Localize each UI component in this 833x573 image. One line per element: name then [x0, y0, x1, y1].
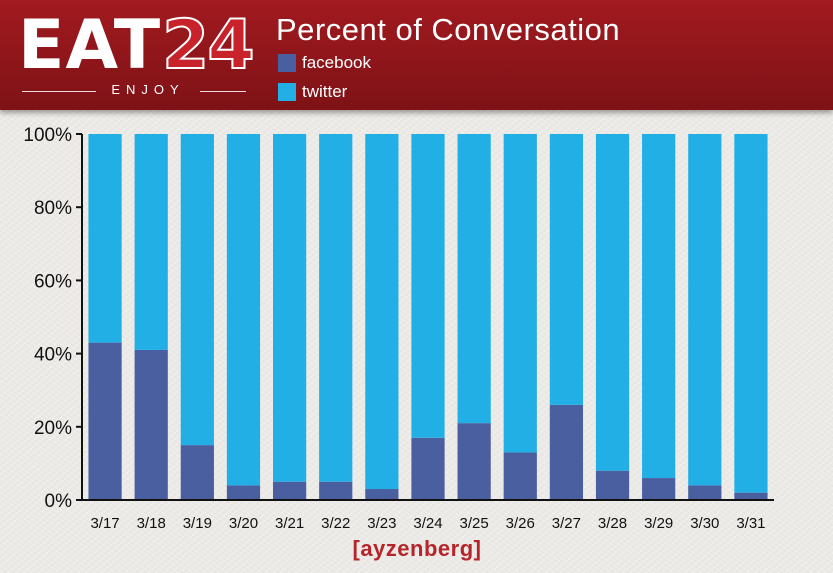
bar-facebook-4 [272, 481, 307, 500]
bar-twitter-12 [642, 134, 676, 479]
x-tick-label: 3/26 [506, 515, 535, 532]
x-tick-label: 3/18 [137, 515, 166, 532]
logo-tagline: ENJOY [111, 82, 185, 97]
stacked-bar-chart: 0% 20% 40% 60% 80% 100% 3/17 3/18 3/19 3/20 3/21 3/… [23, 125, 774, 532]
x-tick-label: 3/29 [644, 515, 673, 532]
x-tick-label: 3/30 [690, 515, 719, 532]
bar-facebook-5 [319, 481, 353, 500]
bar-facebook-3 [226, 485, 261, 500]
x-tick-label: 3/28 [598, 515, 627, 532]
y-tick-label: 40% [34, 345, 72, 366]
bar-facebook-2 [180, 445, 214, 500]
bar-twitter-8 [457, 134, 491, 424]
tagline-rule-left [22, 91, 96, 92]
y-tick-label: 0% [45, 491, 73, 512]
bar-facebook-10 [549, 404, 584, 500]
bar-twitter-13 [688, 134, 722, 486]
bar-facebook-9 [503, 452, 537, 500]
bar-twitter-14 [734, 134, 768, 493]
chart-title: Percent of Conversation [276, 12, 621, 47]
y-tick-label: 20% [34, 418, 72, 439]
bar-twitter-0 [88, 134, 122, 343]
x-tick-label: 3/25 [460, 515, 489, 532]
bar-facebook-8 [457, 423, 491, 500]
legend-swatch-facebook [278, 54, 296, 72]
bar-twitter-10 [549, 134, 584, 405]
x-tick-label: 3/22 [321, 515, 350, 532]
x-tick-label: 3/21 [275, 515, 304, 532]
tagline-rule-right [200, 91, 246, 92]
legend-swatch-twitter [278, 83, 296, 101]
bar-twitter-6 [365, 134, 399, 490]
x-tick-label: 3/23 [367, 515, 396, 532]
bar-facebook-7 [411, 437, 445, 500]
x-tick-label: 3/19 [183, 515, 212, 532]
bar-facebook-6 [365, 489, 399, 500]
bar-twitter-9 [503, 134, 537, 453]
bar-twitter-2 [180, 134, 214, 446]
bar-facebook-11 [595, 470, 630, 500]
bar-facebook-13 [688, 485, 722, 500]
bar-facebook-1 [134, 349, 168, 500]
bar-twitter-3 [226, 134, 261, 486]
header-banner: EAT 24 ENJOY Percent of Conversation fac… [0, 0, 833, 110]
bar-twitter-5 [319, 134, 353, 482]
bar-twitter-1 [134, 134, 168, 350]
footer-logo-ayzenberg: [ayzenberg] [352, 536, 482, 561]
legend-label-twitter: twitter [302, 82, 348, 101]
bar-facebook-14 [734, 492, 768, 500]
x-tick-label: 3/31 [736, 515, 765, 532]
logo-eat-text: EAT [18, 6, 162, 85]
logo-24-text: 24 [161, 6, 256, 85]
bar-facebook-0 [88, 342, 122, 500]
legend-label-facebook: facebook [302, 53, 371, 72]
x-tick-label: 3/20 [229, 515, 258, 532]
x-tick-label: 3/24 [413, 515, 442, 532]
y-tick-label: 60% [34, 271, 72, 292]
bar-twitter-4 [272, 134, 307, 482]
y-tick-label: 100% [23, 125, 72, 146]
bar-facebook-12 [642, 478, 676, 500]
x-tick-label: 3/17 [90, 515, 119, 532]
y-tick-label: 80% [34, 198, 72, 219]
bar-twitter-11 [595, 134, 630, 471]
x-tick-label: 3/27 [552, 515, 581, 532]
bar-twitter-7 [411, 134, 445, 438]
